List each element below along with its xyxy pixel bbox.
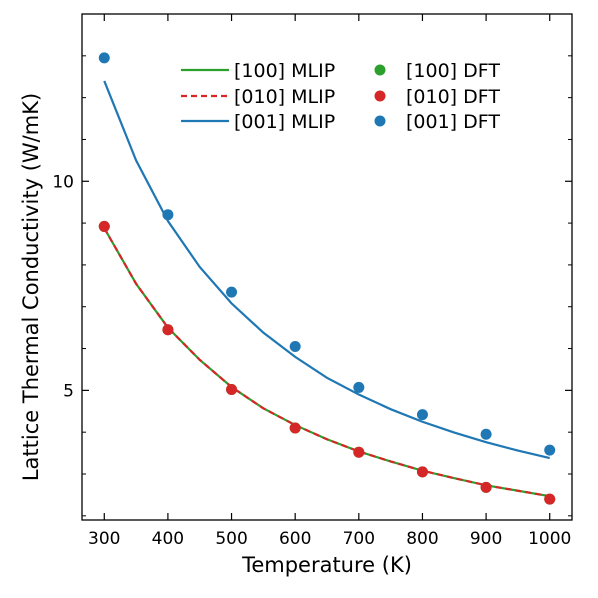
x-tick-label: 400 (152, 529, 184, 549)
legend-label: [010] DFT (406, 86, 500, 108)
data-point (480, 428, 492, 440)
x-tick-label: 800 (406, 529, 438, 549)
y-tick-label: 5 (63, 381, 74, 401)
data-point (98, 52, 110, 64)
x-tick-label: 900 (470, 529, 502, 549)
series-line-0 (103, 227, 550, 498)
data-point (289, 422, 301, 434)
data-point (544, 444, 556, 456)
legend-marker-1 (374, 90, 386, 102)
data-layer (98, 52, 556, 505)
x-tick-label: 300 (88, 529, 120, 549)
axes: 300 400 500 600 700 800 900 1000 5 10 (52, 13, 573, 549)
x-tick-label: 500 (215, 529, 247, 549)
data-point (98, 220, 110, 232)
plot-frame (81, 13, 573, 521)
legend-label: [001] DFT (406, 111, 500, 133)
data-point (544, 493, 556, 505)
x-tick-label: 1000 (528, 529, 571, 549)
data-point (480, 481, 492, 493)
data-point (226, 384, 238, 396)
legend-label: [100] MLIP (234, 60, 335, 82)
data-point (289, 340, 301, 352)
y-tick-label: 10 (52, 172, 74, 192)
data-point (416, 466, 428, 478)
legend-label: [100] DFT (406, 60, 500, 82)
y-axis-title: Lattice Thermal Conductivity (W/mK) (19, 93, 43, 481)
data-point (353, 381, 365, 393)
data-point (226, 286, 238, 298)
legend-marker-2 (374, 115, 386, 127)
x-tick-label: 700 (343, 529, 375, 549)
legend-marker-0 (374, 64, 386, 76)
data-point (416, 409, 428, 421)
data-point (353, 446, 365, 458)
series-line-2 (103, 80, 550, 460)
series-line-1 (103, 227, 550, 498)
legend-label: [001] MLIP (234, 111, 335, 133)
data-point (162, 324, 174, 336)
legend-label: [010] MLIP (234, 86, 335, 108)
data-point (162, 209, 174, 221)
legend: [100] MLIP [010] MLIP [001] MLIP [100] DFT [… (181, 60, 500, 133)
x-axis-title: Temperature (K) (241, 553, 412, 577)
x-tick-label: 600 (279, 529, 311, 549)
